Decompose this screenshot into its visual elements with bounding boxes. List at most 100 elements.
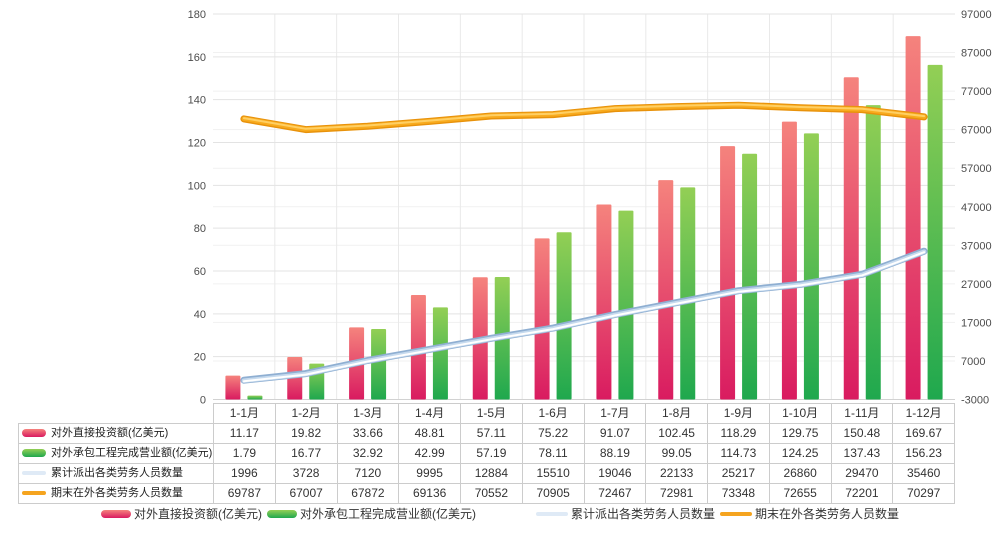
red-bar-1-9月[interactable]	[720, 146, 736, 400]
left-axis-tick-label: 140	[188, 95, 206, 107]
value-cell: 88.19	[583, 443, 647, 464]
table-row: 对外直接投资额(亿美元) 11.17 19.82 33.66 48.81 57.11 75.…	[18, 423, 955, 444]
table-row: 对外承包工程完成营业额(亿美元) 1.79 16.77 32.92 42.99 57.19…	[18, 443, 955, 464]
line-swatch	[22, 471, 46, 476]
green-bar-1-8月[interactable]	[680, 187, 696, 400]
value-cell: 1996	[213, 463, 276, 484]
left-axis-tick-label: 100	[188, 180, 206, 192]
bar-swatch	[22, 429, 46, 438]
value-cell: 70552	[460, 483, 523, 504]
chart-legend: 对外直接投资额(亿美元) 对外承包工程完成营业额(亿美元) 累计派出各类劳务人员…	[0, 505, 1000, 522]
right-axis-tick-label: 47000	[961, 202, 992, 214]
green-bar-1-1月[interactable]	[247, 395, 263, 400]
right-axis-tick-label: 57000	[961, 163, 992, 175]
value-cell: 91.07	[583, 423, 647, 444]
value-cell: 69787	[213, 483, 276, 504]
value-cell: 73348	[707, 483, 770, 504]
orange-line-swatch	[720, 511, 752, 516]
green-bar-1-3月[interactable]	[371, 328, 387, 400]
value-cell: 3728	[274, 463, 338, 484]
left-axis-tick-label: 160	[188, 52, 206, 64]
value-cell: 67007	[274, 483, 338, 504]
green-bar-1-12月[interactable]	[927, 64, 943, 400]
value-cell: 35460	[892, 463, 955, 484]
value-cell: 129.75	[768, 423, 832, 444]
combo-chart[interactable]: 180 160 140 120 100 80 60 40 20 0 97000 87000 77000 6…	[0, 0, 1000, 410]
left-axis-tick-label: 60	[194, 266, 206, 278]
value-cell: 57.19	[460, 443, 523, 464]
value-cell: 11.17	[213, 423, 276, 444]
right-axis-tick-label: -3000	[961, 395, 989, 407]
red-bar-1-1月[interactable]	[225, 375, 241, 400]
value-cell: 102.45	[645, 423, 708, 444]
data-table: 1-1月 1-2月 1-3月 1-4月 1-5月 1-6月 1-7月 1-8月 1-9月 1-10…	[18, 403, 955, 504]
legend-item-contracted-projects[interactable]: 对外承包工程完成营业额(亿美元)	[266, 505, 476, 522]
row-header-label: 对外承包工程完成营业额(亿美元)	[51, 447, 213, 459]
left-axis-tick-label: 80	[194, 223, 206, 235]
month-cell: 1-4月	[398, 403, 461, 424]
value-cell: 118.29	[707, 423, 770, 444]
red-bar-1-6月[interactable]	[534, 238, 550, 400]
table-corner	[19, 404, 214, 424]
row-header: 对外直接投资额(亿美元)	[18, 423, 214, 444]
green-bar-1-7月[interactable]	[618, 210, 634, 400]
red-bar-1-4月[interactable]	[410, 294, 426, 400]
green-bar-1-4月[interactable]	[432, 307, 448, 400]
value-cell: 70297	[892, 483, 955, 504]
value-cell: 67872	[336, 483, 400, 504]
green-bar-1-10月[interactable]	[803, 133, 819, 400]
legend-item-dispatched-labor[interactable]: 累计派出各类劳务人员数量	[535, 505, 715, 522]
value-cell: 12884	[460, 463, 523, 484]
left-axis-tick-label: 180	[188, 9, 206, 21]
value-cell: 124.25	[768, 443, 832, 464]
value-cell: 169.67	[892, 423, 955, 444]
value-cell: 72981	[645, 483, 708, 504]
light-blue-line-swatch	[535, 511, 568, 516]
table-header-row: 1-1月 1-2月 1-3月 1-4月 1-5月 1-6月 1-7月 1-8月 1-9月 1-10…	[19, 403, 955, 424]
month-cell: 1-12月	[892, 403, 955, 424]
right-axis-tick-label: 87000	[961, 48, 992, 60]
left-axis-tick-label: 120	[188, 138, 206, 150]
red-bar-1-7月[interactable]	[596, 204, 612, 400]
value-cell: 156.23	[892, 443, 955, 464]
left-axis-tick-label: 20	[194, 352, 206, 364]
value-cell: 99.05	[645, 443, 708, 464]
green-bar-1-9月[interactable]	[742, 153, 758, 400]
table-row: 累计派出各类劳务人员数量 1996 3728 7120 9995 12884 15510 19…	[18, 463, 955, 484]
legend-label: 期末在外各类劳务人员数量	[755, 507, 900, 521]
value-cell: 7120	[336, 463, 400, 484]
value-cell: 33.66	[336, 423, 400, 444]
value-cell: 150.48	[830, 423, 894, 444]
row-header: 累计派出各类劳务人员数量	[18, 463, 214, 484]
green-bar-1-6月[interactable]	[556, 232, 572, 400]
red-bar-swatch	[100, 509, 131, 518]
value-cell: 42.99	[398, 443, 461, 464]
month-cell: 1-8月	[645, 403, 708, 424]
red-bar-1-11月[interactable]	[843, 77, 859, 400]
bar-swatch	[22, 449, 46, 458]
green-bar-1-11月[interactable]	[865, 105, 881, 400]
red-bar-1-10月[interactable]	[781, 121, 797, 400]
value-cell: 25217	[707, 463, 770, 484]
line-swatch	[22, 491, 46, 496]
line-series-blue	[242, 251, 926, 383]
red-bar-1-12月[interactable]	[905, 36, 921, 400]
month-cell: 1-3月	[336, 403, 400, 424]
value-cell: 137.43	[830, 443, 894, 464]
value-cell: 70905	[521, 483, 585, 504]
row-header-label: 累计派出各类劳务人员数量	[51, 467, 183, 479]
value-cell: 48.81	[398, 423, 461, 444]
left-axis-tick-label: 0	[200, 395, 206, 407]
value-cell: 15510	[521, 463, 585, 484]
value-cell: 9995	[398, 463, 461, 484]
month-cell: 1-6月	[521, 403, 585, 424]
red-bar-1-8月[interactable]	[658, 180, 674, 400]
value-cell: 19.82	[274, 423, 338, 444]
legend-item-outward-investment[interactable]: 对外直接投资额(亿美元)	[100, 505, 262, 522]
green-bar-swatch	[266, 509, 297, 518]
value-cell: 16.77	[274, 443, 338, 464]
value-cell: 22133	[645, 463, 708, 484]
legend-item-labor-abroad[interactable]: 期末在外各类劳务人员数量	[720, 505, 899, 522]
month-cell: 1-2月	[274, 403, 338, 424]
